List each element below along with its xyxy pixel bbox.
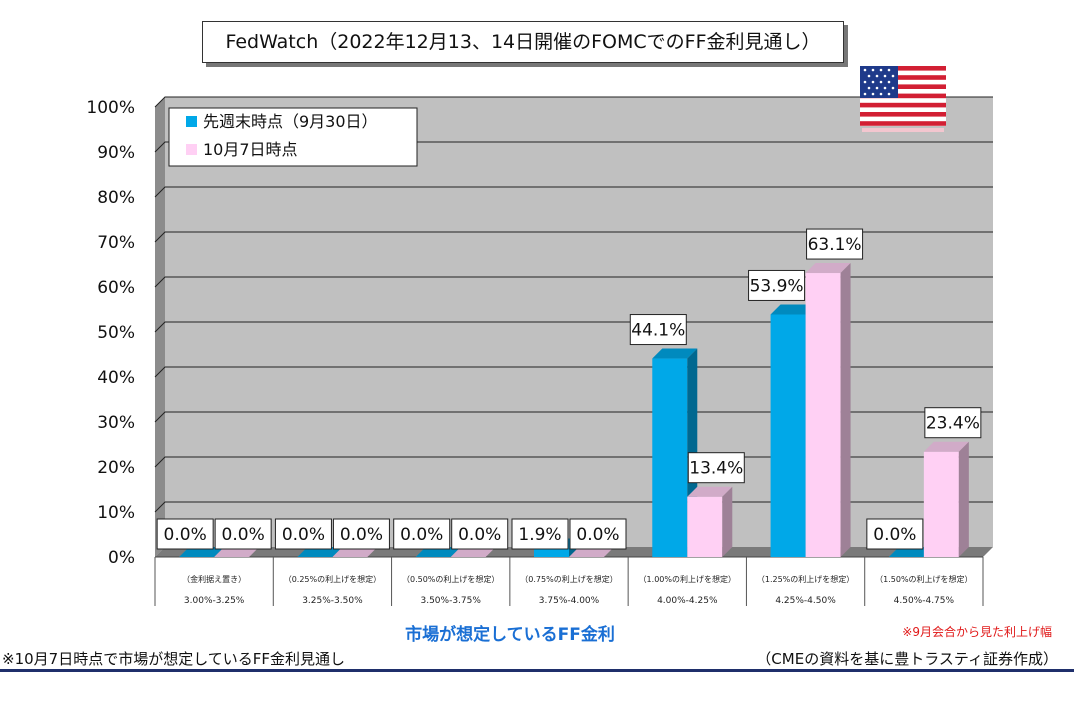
x-tick-label: 3.50%-3.75% — [420, 596, 481, 606]
bar — [687, 496, 723, 557]
y-tick-label: 60% — [97, 278, 135, 298]
footnote: ※10月7日時点で市場が想定しているFF金利見通し — [2, 650, 346, 668]
bar — [770, 314, 806, 557]
y-tick-label: 40% — [97, 368, 135, 388]
data-label: 0.0% — [164, 525, 207, 545]
category-note: （1.50%の利上げを想定） — [875, 574, 972, 584]
category-note: （0.25%の利上げを想定） — [284, 574, 381, 584]
category-note: （金利据え置き） — [182, 574, 246, 584]
y-tick-label: 80% — [97, 188, 135, 208]
bar — [652, 358, 688, 557]
rate-hike-note: ※9月会合から見た利上げ幅 — [902, 625, 1052, 639]
data-label-box — [629, 314, 687, 346]
y-tick-label: 30% — [97, 413, 135, 433]
x-tick-label: 4.25%-4.50% — [775, 596, 836, 606]
data-label: 44.1% — [631, 321, 685, 341]
bar-top — [652, 348, 698, 359]
y-tick-label: 70% — [97, 233, 135, 253]
gridline — [154, 366, 993, 378]
data-label: 53.9% — [750, 276, 804, 296]
x-tick-label: 4.00%-4.25% — [657, 596, 718, 606]
legend-swatch — [186, 144, 197, 155]
data-label-box — [806, 228, 864, 260]
y-tick-label: 20% — [97, 458, 135, 478]
data-label-box — [569, 518, 627, 550]
category-note: （1.25%の利上げを想定） — [757, 574, 854, 584]
y-tick-label: 50% — [97, 323, 135, 343]
bar — [923, 451, 959, 557]
gridline — [154, 411, 993, 423]
category-note: （1.00%の利上げを想定） — [639, 574, 736, 584]
bar-top — [770, 304, 816, 315]
x-tick-label: 3.00%-3.25% — [184, 596, 245, 606]
category-note: （0.75%の利上げを想定） — [520, 574, 617, 584]
data-label-box — [511, 518, 569, 550]
data-label-box — [748, 269, 806, 301]
bar — [805, 273, 841, 557]
x-tick-label: 3.25%-3.50% — [302, 596, 363, 606]
data-label: 0.0% — [340, 525, 383, 545]
legend-swatch — [186, 116, 197, 127]
category-note: （0.50%の利上げを想定） — [402, 574, 499, 584]
data-label: 0.0% — [282, 525, 325, 545]
data-label-box — [924, 407, 982, 439]
y-tick-label: 90% — [97, 143, 135, 163]
gridline — [154, 141, 993, 153]
data-label: 1.9% — [518, 525, 561, 545]
data-label-box — [156, 518, 214, 550]
legend-label: 10月7日時点 — [203, 140, 298, 159]
gridline — [154, 96, 993, 108]
data-label: 0.0% — [458, 525, 501, 545]
bar-side — [840, 263, 851, 557]
bar — [534, 548, 569, 557]
data-label: 0.0% — [222, 525, 265, 545]
x-axis-title: 市場が想定しているFF金利 — [405, 625, 615, 645]
data-label-box — [687, 452, 745, 484]
gridline — [154, 321, 993, 333]
source-note: （CMEの資料を基に豊トラスティ証券作成） — [756, 650, 1058, 668]
data-label: 0.0% — [873, 525, 916, 545]
legend — [168, 107, 418, 167]
x-tick-label: 4.50%-4.75% — [894, 596, 955, 606]
bar-side — [722, 486, 733, 557]
gridline — [154, 231, 993, 243]
data-label-box — [274, 518, 332, 550]
data-label: 13.4% — [689, 459, 743, 479]
data-label: 23.4% — [926, 414, 980, 434]
data-label-box — [332, 518, 390, 550]
chart-title: FedWatch（2022年12月13、14日開催のFOMCでのFF金利見通し） — [202, 21, 844, 63]
bar-top — [687, 486, 733, 497]
bottom-divider — [0, 669, 1074, 672]
bar-top — [923, 441, 969, 452]
gridline — [154, 276, 993, 288]
legend-label: 先週末時点（9月30日） — [203, 112, 378, 131]
data-label: 63.1% — [808, 235, 862, 255]
y-tick-label: 0% — [108, 548, 135, 568]
gridline — [154, 186, 993, 198]
data-label-box — [214, 518, 272, 550]
data-label: 0.0% — [400, 525, 443, 545]
data-label-box — [451, 518, 509, 550]
us-flag-icon — [860, 66, 946, 132]
x-tick-label: 3.75%-4.00% — [539, 596, 600, 606]
bar-side — [958, 441, 969, 557]
data-label: 0.0% — [576, 525, 619, 545]
y-tick-label: 10% — [97, 503, 135, 523]
y-tick-label: 100% — [86, 98, 135, 118]
data-label-box — [393, 518, 451, 550]
bar-top — [805, 263, 851, 274]
data-label-box — [866, 518, 924, 550]
